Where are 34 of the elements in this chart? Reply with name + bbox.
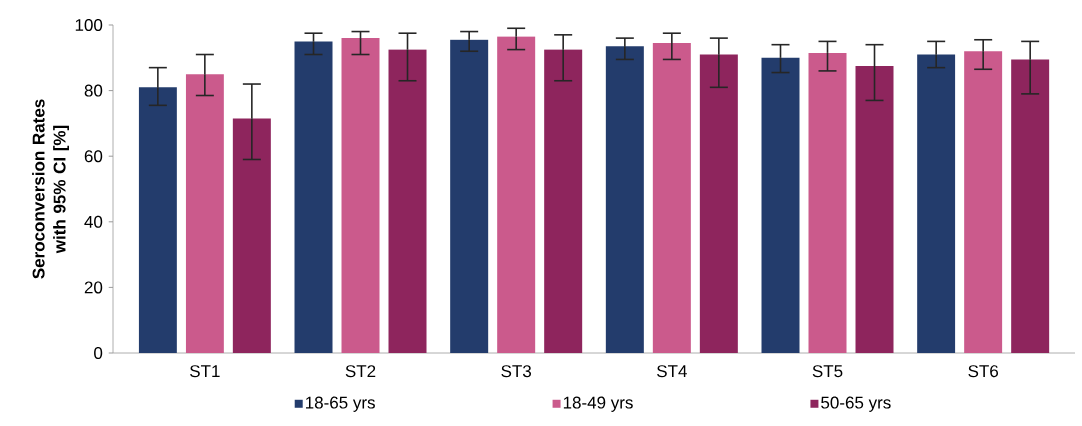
bar (232, 118, 271, 353)
y-tick-label: 60 (84, 150, 103, 163)
legend-label: 18-49 yrs (563, 396, 633, 412)
bar (294, 41, 333, 353)
y-tick-label: 80 (84, 84, 103, 97)
x-tick-label: ST4 (657, 365, 687, 378)
x-tick-label: ST2 (345, 365, 376, 378)
bar (185, 74, 224, 353)
x-tick-label: ST6 (968, 365, 999, 378)
x-tick-label: ST1 (190, 365, 220, 378)
bar (341, 38, 380, 353)
x-tick-label: ST5 (812, 365, 843, 378)
legend-label: 18-65 yrs (306, 396, 375, 412)
y-axis-title: Seroconversion Rates with 95% CI [%] (32, 99, 69, 279)
bar (544, 49, 583, 353)
y-tick-label: 40 (84, 215, 103, 228)
legend-label: 50-65 yrs (821, 396, 891, 412)
y-tick-label: 0 (94, 346, 103, 360)
bar (699, 54, 738, 353)
bar (917, 54, 956, 353)
bar (450, 39, 489, 353)
bar (761, 57, 800, 353)
bar (808, 52, 847, 353)
bar (605, 46, 644, 353)
bar (964, 51, 1003, 353)
y-tick-label: 100 (75, 18, 103, 32)
bar (138, 87, 177, 353)
x-tick-label: ST3 (501, 365, 532, 378)
bar (497, 36, 536, 353)
bar (855, 66, 894, 353)
bar (388, 49, 427, 353)
bar (652, 43, 691, 353)
bar (1011, 59, 1050, 353)
y-tick-label: 20 (84, 281, 103, 294)
